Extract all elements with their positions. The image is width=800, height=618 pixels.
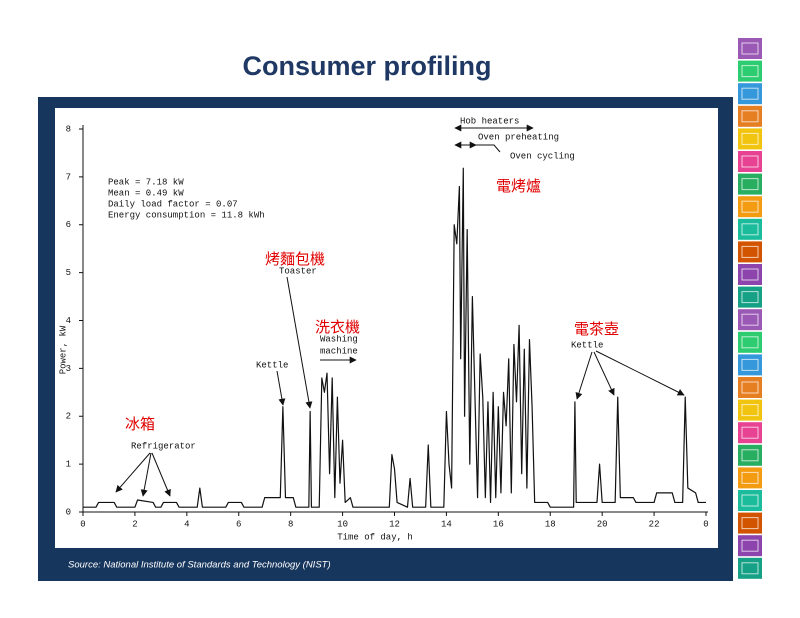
- zh-label: 洗衣機: [315, 318, 360, 336]
- decor-tile-inner: [741, 268, 759, 281]
- arrow: [115, 452, 151, 493]
- x-tick-label: 20: [597, 519, 608, 529]
- decor-tile-inner: [741, 223, 759, 236]
- annotation: Hob heaters: [460, 116, 519, 126]
- decor-tile-inner: [741, 517, 759, 530]
- decor-tile-inner: [741, 291, 759, 304]
- annotation: machine: [320, 346, 358, 356]
- decor-tile-inner: [741, 110, 759, 123]
- decor-tile-inner: [741, 42, 759, 55]
- annotation: Toaster: [279, 266, 317, 276]
- plot-panel: [55, 108, 718, 548]
- decor-tile-inner: [741, 449, 759, 462]
- decor-tile-inner: [741, 245, 759, 258]
- decor-strip: [738, 38, 762, 579]
- decor-tile-inner: [741, 539, 759, 552]
- x-tick-label: 22: [649, 519, 660, 529]
- y-tick-label: 1: [66, 460, 71, 470]
- zh-label: 電茶壺: [574, 320, 619, 338]
- decor-tile-inner: [741, 132, 759, 145]
- chart: Time of day, h Power, kW Peak = 7.18 kW …: [58, 116, 708, 542]
- y-tick-label: 0: [66, 507, 71, 517]
- x-tick-label: 2: [132, 519, 137, 529]
- annotation: Refrigerator: [131, 441, 196, 451]
- decor-tile-inner: [741, 562, 759, 575]
- x-tick-label: 8: [288, 519, 293, 529]
- decor-tile-inner: [741, 404, 759, 417]
- y-tick-label: 7: [66, 172, 71, 182]
- y-axis-title: Power, kW: [58, 325, 68, 374]
- arrow: [595, 350, 685, 396]
- y-tick-label: 6: [66, 220, 71, 230]
- source-note: Source: National Institute of Standards …: [68, 560, 331, 571]
- decor-tile-inner: [741, 358, 759, 371]
- annotation: Oven preheating: [478, 132, 559, 142]
- x-tick-label: 16: [493, 519, 504, 529]
- stat: Energy consumption = 11.8 kWh: [108, 210, 265, 220]
- x-tick-label: 14: [441, 519, 452, 529]
- decor-tile-inner: [741, 65, 759, 78]
- stat: Mean = 0.49 kW: [108, 188, 184, 198]
- y-tick-label: 3: [66, 364, 71, 374]
- slide-title: Consumer profiling: [243, 51, 492, 81]
- zh-label: 烤麵包機: [265, 250, 325, 268]
- y-tick-label: 5: [66, 268, 71, 278]
- x-axis-title: Time of day, h: [337, 532, 413, 542]
- arrow: [476, 144, 501, 153]
- x-tick-label: 12: [389, 519, 400, 529]
- x-tick-label: 18: [545, 519, 556, 529]
- decor-tile-inner: [741, 494, 759, 507]
- y-tick-label: 2: [66, 412, 71, 422]
- arrow: [575, 351, 593, 400]
- annotation: Washing: [320, 334, 358, 344]
- power-line: [83, 167, 706, 508]
- decor-tile-inner: [741, 87, 759, 100]
- decor-tile-inner: [741, 426, 759, 439]
- arrow: [593, 351, 615, 396]
- y-tick-label: 8: [66, 124, 71, 134]
- arrows: [115, 124, 685, 497]
- arrow: [151, 452, 171, 497]
- decor-tile-inner: [741, 200, 759, 213]
- arrow: [276, 370, 286, 406]
- x-tick-label: 0: [80, 519, 85, 529]
- stat: Peak = 7.18 kW: [108, 177, 184, 187]
- decor-tile-inner: [741, 381, 759, 394]
- decor-tile-inner: [741, 155, 759, 168]
- annotation: Kettle: [256, 360, 288, 370]
- decor-tile-inner: [741, 178, 759, 191]
- x-tick-label: 4: [184, 519, 189, 529]
- decor-tile-inner: [741, 313, 759, 326]
- annotation: Oven cycling: [510, 151, 575, 161]
- stat: Daily load factor = 0.07: [108, 199, 238, 209]
- arrow: [140, 452, 152, 497]
- x-tick-label: 6: [236, 519, 241, 529]
- decor-tile-inner: [741, 471, 759, 484]
- zh-label: 冰箱: [125, 415, 155, 433]
- zh-label: 電烤爐: [496, 177, 541, 195]
- arrow: [286, 276, 313, 409]
- x-tick-label: 10: [337, 519, 348, 529]
- annotation: Kettle: [571, 340, 603, 350]
- y-tick-label: 4: [66, 316, 71, 326]
- x-tick-label: 0: [703, 519, 708, 529]
- decor-tile-inner: [741, 336, 759, 349]
